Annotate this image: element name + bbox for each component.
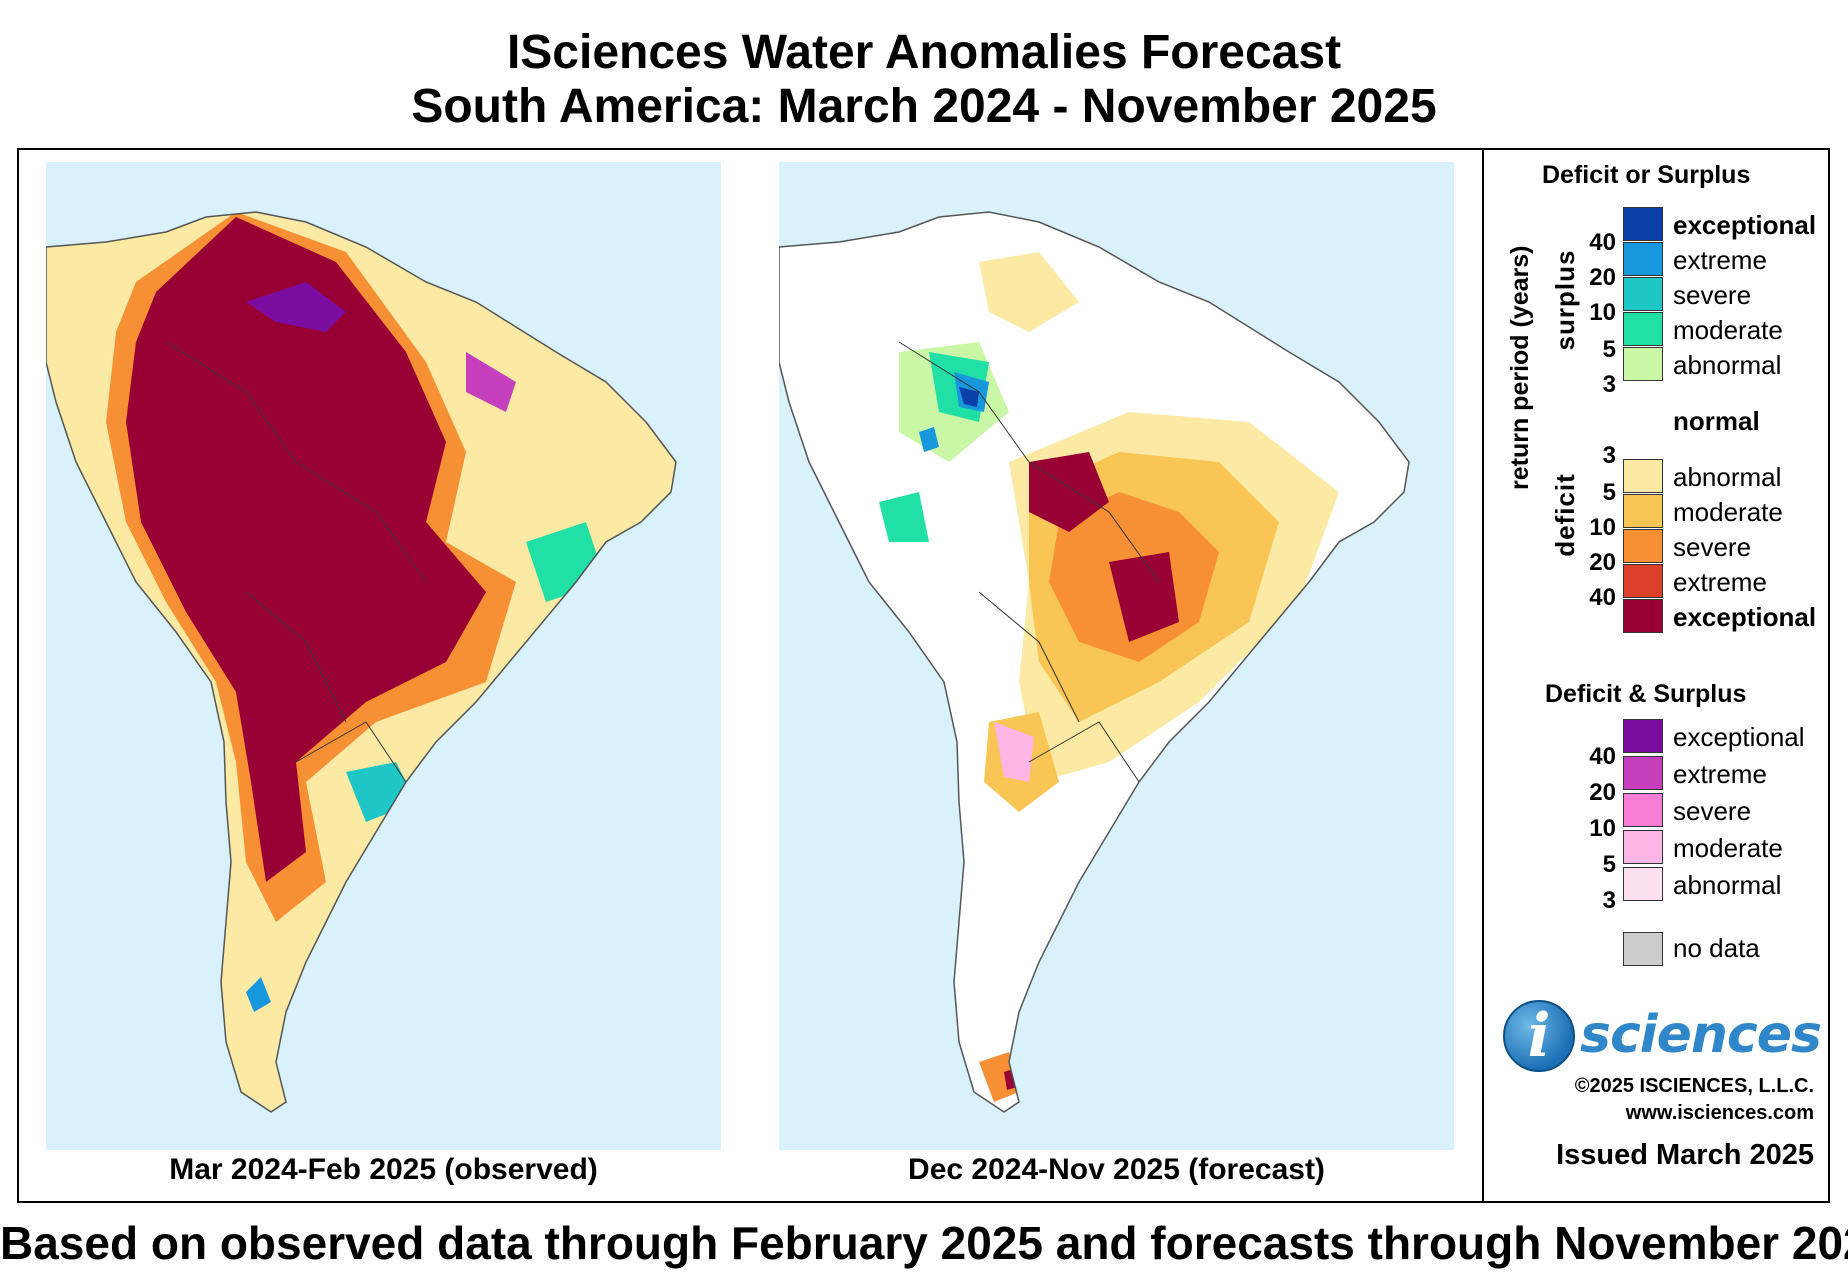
legend-title-deficit-or-surplus: Deficit or Surplus (1542, 161, 1751, 189)
observed-map-caption: Mar 2024-Feb 2025 (observed) (169, 1153, 598, 1186)
forecast-map-graphic (779, 211, 1410, 1113)
legend-divider (1482, 148, 1484, 1203)
swatch-surplus-moderate (1623, 312, 1663, 346)
label-both-moderate: moderate (1673, 833, 1783, 863)
period-deficit-40: 40 (1589, 584, 1616, 611)
swatch-both-extreme (1623, 756, 1663, 790)
swatch-both-abnormal (1623, 867, 1663, 901)
period-both-3: 3 (1602, 887, 1616, 914)
period-deficit-20: 20 (1589, 549, 1616, 576)
isciences-logo-letter: i (1527, 1001, 1551, 1071)
period-surplus-5: 5 (1602, 336, 1616, 363)
isciences-logo-icon (1503, 1000, 1575, 1072)
period-deficit-10: 10 (1589, 514, 1616, 541)
copyright: ©2025 ISCIENCES, L.L.C. (1574, 1075, 1814, 1097)
footer-note: Based on observed data through February … (0, 1217, 1848, 1269)
period-both-40: 40 (1589, 743, 1616, 770)
swatch-no-data (1623, 932, 1663, 966)
swatch-both-moderate (1623, 830, 1663, 864)
swatch-surplus-exceptional (1623, 207, 1663, 241)
swatch-deficit-exceptional (1623, 599, 1663, 633)
main-title: ISciences Water Anomalies Forecast (506, 26, 1342, 79)
period-deficit-3: 3 (1602, 442, 1616, 469)
swatch-both-exceptional (1623, 719, 1663, 753)
period-surplus-3: 3 (1602, 371, 1616, 398)
period-both-5: 5 (1602, 851, 1616, 878)
label-both-severe: severe (1673, 796, 1752, 826)
return-period-axis-label: return period (years) (1506, 245, 1534, 490)
label-surplus-abnormal: abnormal (1673, 350, 1782, 380)
label-surplus-exceptional: exceptional (1673, 210, 1817, 240)
label-deficit-extreme: extreme (1673, 567, 1767, 597)
period-surplus-10: 10 (1589, 299, 1616, 326)
swatch-surplus-extreme (1623, 242, 1663, 276)
label-surplus-extreme: extreme (1673, 245, 1767, 275)
swatch-deficit-extreme (1623, 564, 1663, 598)
label-deficit-abnormal: abnormal (1673, 462, 1782, 492)
legend-title-deficit-and-surplus: Deficit & Surplus (1545, 680, 1747, 708)
swatch-surplus-severe (1623, 277, 1663, 311)
period-surplus-20: 20 (1589, 264, 1616, 291)
period-deficit-5: 5 (1602, 479, 1616, 506)
swatch-surplus-abnormal (1623, 347, 1663, 381)
label-both-exceptional: exceptional (1673, 722, 1805, 752)
forecast-map-caption: Dec 2024-Nov 2025 (forecast) (908, 1153, 1325, 1186)
label-deficit-moderate: moderate (1673, 497, 1783, 527)
swatch-both-severe (1623, 793, 1663, 827)
period-surplus-40: 40 (1589, 229, 1616, 256)
swatch-deficit-moderate (1623, 494, 1663, 528)
label-deficit-severe: severe (1673, 532, 1752, 562)
period-both-10: 10 (1589, 815, 1616, 842)
swatch-deficit-abnormal (1623, 459, 1663, 493)
label-surplus-moderate: moderate (1673, 315, 1783, 345)
isciences-logo-text: sciences (1580, 1005, 1822, 1065)
swatch-deficit-severe (1623, 529, 1663, 563)
label-no-data: no data (1673, 933, 1760, 963)
website: www.isciences.com (1625, 1102, 1814, 1124)
period-both-20: 20 (1589, 779, 1616, 806)
observed-map-graphic (46, 211, 677, 1113)
label-deficit-exceptional: exceptional (1673, 602, 1817, 632)
observed-map (46, 162, 721, 1150)
figure-frame (17, 148, 1830, 1203)
label-surplus-severe: severe (1673, 280, 1752, 310)
issued-date: Issued March 2025 (1556, 1139, 1814, 1171)
label-both-abnormal: abnormal (1673, 870, 1782, 900)
forecast-map (779, 162, 1454, 1150)
label-both-extreme: extreme (1673, 759, 1767, 789)
subtitle: South America: March 2024 - November 202… (411, 80, 1437, 133)
label-normal: normal (1673, 406, 1760, 436)
